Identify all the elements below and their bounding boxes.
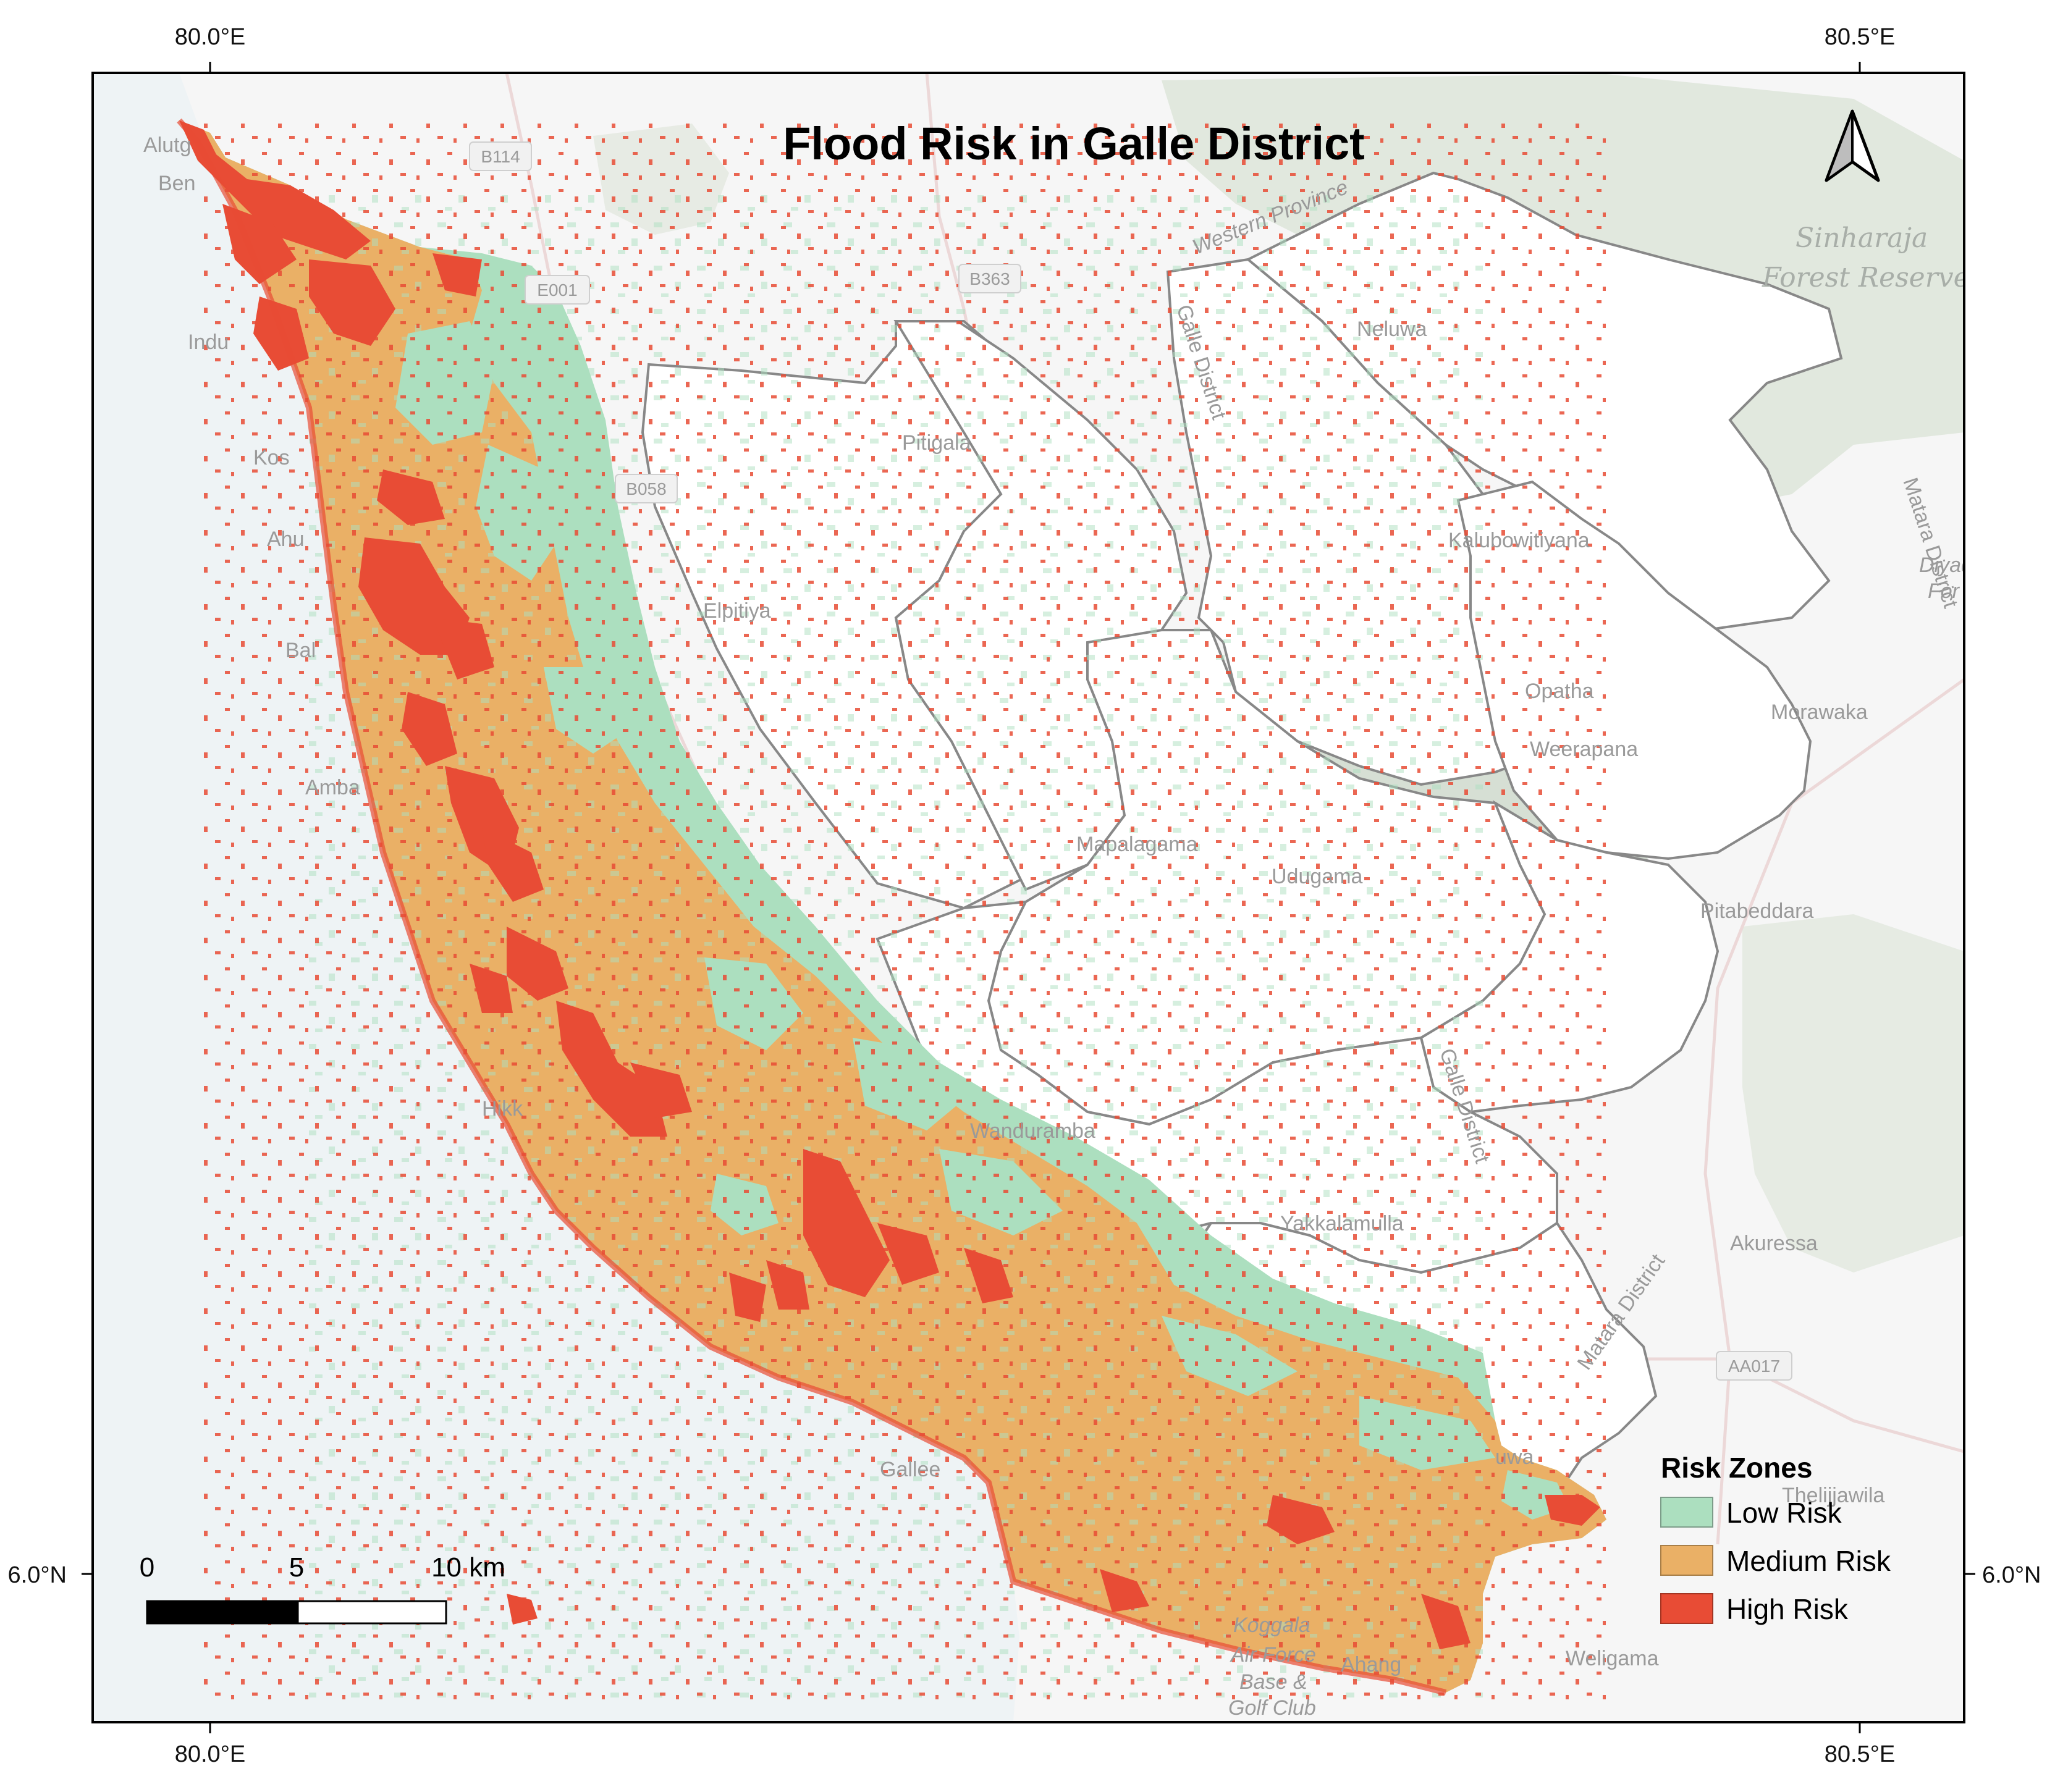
place-label: Alutg [143, 133, 192, 157]
place-label: Sinharaja [1795, 222, 1928, 254]
coastal-high-risk [177, 118, 1447, 1696]
road-shields: B114 B363 E001 B058 AA017 [469, 141, 1792, 1381]
place-label: Kalubowitiyana [1448, 529, 1590, 552]
place-label: Akuressa [1730, 1232, 1818, 1255]
place-label: Elpitiya [703, 599, 771, 623]
coord-bottom-left: 80.0°E [175, 1741, 246, 1767]
place-label: Golf Club [1228, 1696, 1316, 1720]
place-label: Kos [253, 446, 290, 469]
road-shield [1716, 1351, 1792, 1381]
place-label: Amba [305, 776, 360, 799]
place-label: Ahu [267, 528, 305, 551]
place-label: Bal [285, 639, 316, 662]
legend-label-low: Low Risk [1726, 1497, 1842, 1529]
place-label: Forest Reserve [1762, 262, 1970, 293]
road-shield [615, 474, 678, 503]
place-label: Pitigala [902, 431, 971, 455]
coord-bottom-right: 80.5°E [1825, 1741, 1896, 1767]
coord-top-right: 80.5°E [1825, 24, 1896, 50]
place-label: Mapalagama [1076, 833, 1198, 856]
place-label: Udugama [1272, 865, 1363, 888]
legend: Risk Zones Low Risk Medium Risk High Ris… [1660, 1452, 1891, 1625]
map-frame [91, 72, 1965, 1723]
place-label: Opatha [1525, 679, 1594, 703]
place-label: Morawaka [1771, 700, 1868, 724]
place-label: Indu [188, 330, 229, 354]
place-label: Wanduramba [970, 1119, 1095, 1143]
scale-label-5: 5 [289, 1552, 304, 1583]
graticule-ticks [82, 62, 1975, 1733]
place-label: Pitabeddara [1700, 899, 1813, 923]
legend-label-high: High Risk [1726, 1593, 1849, 1625]
legend-swatch-medium [1660, 1545, 1713, 1576]
legend-label-medium: Medium Risk [1726, 1545, 1891, 1577]
road-label: AA017 [1728, 1357, 1780, 1376]
road-shield [525, 275, 590, 305]
place-label: Yakkalamulla [1280, 1212, 1404, 1235]
place-label: Koggala [1233, 1613, 1310, 1637]
place-label: Neluwa [1357, 318, 1427, 341]
place-labels: Alutg Ben Indu Kos Ahu Bal Amba Hikk Gal… [143, 133, 1973, 1720]
legend-swatch-high [1660, 1593, 1713, 1624]
map-title: Flood Risk in Galle District [783, 118, 1365, 169]
road-label: B114 [481, 147, 520, 166]
place-label: Hikk [482, 1097, 523, 1121]
coord-right: 6.0°N [1982, 1562, 2041, 1588]
coord-top-left: 80.0°E [175, 24, 246, 50]
map-area: Alutg Ben Indu Kos Ahu Bal Amba Hikk Gal… [93, 73, 1973, 1722]
coord-left: 6.0°N [8, 1562, 67, 1588]
scale-bar: 0 5 10 km [140, 1552, 505, 1625]
legend-title: Risk Zones [1661, 1452, 1812, 1484]
forest-east [1742, 914, 1964, 1272]
place-label: Air Force [1230, 1643, 1316, 1667]
scale-segment-black [147, 1601, 298, 1623]
scale-segment-white [297, 1600, 447, 1625]
place-label: uwa [1495, 1445, 1534, 1469]
road-label: E001 [537, 280, 577, 300]
road-label: B363 [969, 269, 1010, 288]
legend-swatch-low [1660, 1497, 1713, 1528]
road-label: B058 [626, 479, 666, 498]
road-shield [958, 264, 1021, 293]
place-label: Ben [158, 172, 196, 195]
place-label: Weerapana [1530, 738, 1638, 761]
north-arrow-icon [1825, 109, 1880, 182]
scale-label-0: 0 [140, 1552, 154, 1583]
road-shield [469, 141, 532, 171]
place-label: Diyad [1919, 553, 1973, 577]
place-label: Gallee [880, 1458, 940, 1481]
place-label: Weligama [1566, 1647, 1659, 1670]
place-label: For [1928, 579, 1960, 603]
place-label: Ahang [1341, 1653, 1401, 1676]
place-label: Base & [1239, 1670, 1307, 1694]
place-label: Thelijjawila [1782, 1484, 1884, 1507]
scale-label-10: 10 km [431, 1552, 505, 1583]
